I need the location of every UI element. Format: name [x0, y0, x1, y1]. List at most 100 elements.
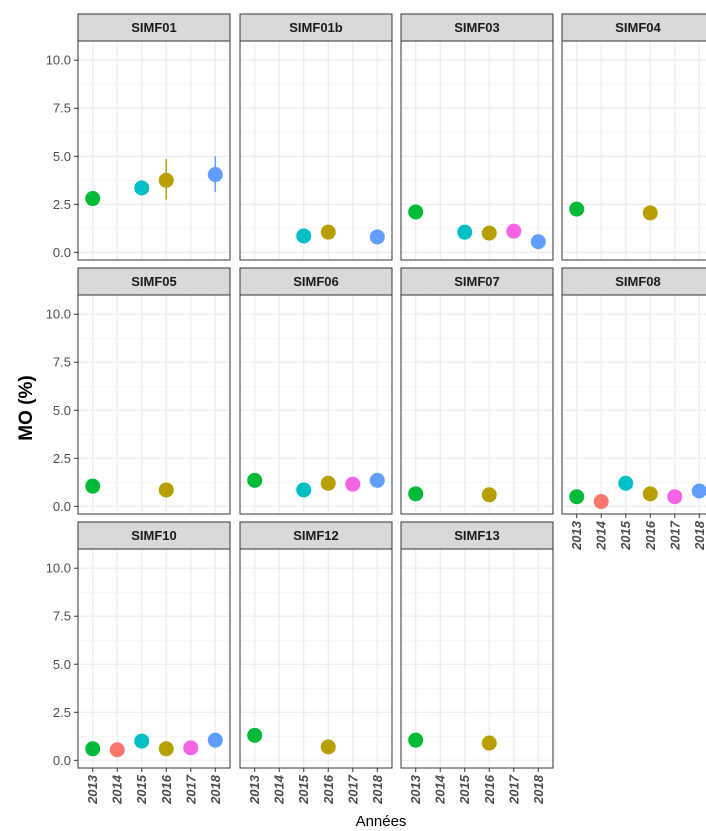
data-point-2016 — [158, 172, 174, 188]
data-point-2016 — [481, 735, 497, 751]
data-point-2017 — [506, 223, 522, 239]
panel-strip-label: SIMF03 — [454, 20, 500, 35]
panel-background — [240, 549, 392, 768]
y-axes-layer: 0.0 2.5 5.0 7.5 10.0 0.0 2.5 5.0 7.5 10.0 0.0 2.5 5.… — [46, 53, 78, 768]
panel-simf06: SIMF06 — [239, 267, 393, 515]
data-point-2014 — [109, 742, 125, 758]
data-point-2016 — [320, 739, 336, 755]
y-tick-label: 2.5 — [53, 451, 71, 466]
data-point-2015 — [457, 224, 473, 240]
panel-simf13: SIMF13 — [400, 521, 554, 769]
x-tick-label: 2016 — [321, 774, 336, 805]
y-tick-label: 2.5 — [53, 705, 71, 720]
x-tick-label: 2014 — [272, 774, 287, 805]
x-tick-label: 2013 — [247, 774, 262, 805]
data-point-2018 — [691, 483, 706, 499]
y-tick-label: 0.0 — [53, 753, 71, 768]
panel-background — [562, 41, 706, 260]
panel-simf03: SIMF03 — [400, 13, 554, 261]
panel-border — [239, 40, 393, 261]
panel-border — [400, 40, 554, 261]
data-point-2017 — [345, 476, 361, 492]
panel-strip-label: SIMF08 — [615, 274, 661, 289]
y-tick-label: 10.0 — [46, 561, 71, 576]
data-point-2016 — [481, 225, 497, 241]
data-point-2014 — [593, 494, 609, 510]
panel-strip-label: SIMF06 — [293, 274, 339, 289]
data-point-2013 — [569, 201, 585, 217]
panel-strip — [77, 267, 231, 296]
panels-layer: SIMF01 SIMF01b SIMF03 SIMF04 SIMF05 SIMF06 SIM… — [77, 13, 706, 769]
y-tick-label: 10.0 — [46, 307, 71, 322]
panel-simf12: SIMF12 — [239, 521, 393, 769]
y-tick-label: 0.0 — [53, 499, 71, 514]
panel-simf01: SIMF01 — [77, 13, 231, 261]
panel-strip — [239, 521, 393, 550]
data-point-2016 — [481, 487, 497, 503]
panel-border — [239, 548, 393, 769]
data-point-2016 — [642, 486, 658, 502]
panel-border — [77, 40, 231, 261]
x-tick-label: 2014 — [110, 774, 125, 805]
y-tick-label: 5.0 — [53, 657, 71, 672]
panel-background — [78, 549, 230, 768]
x-tick-label: 2018 — [208, 774, 223, 805]
panel-strip-label: SIMF12 — [293, 528, 339, 543]
panel-background — [78, 41, 230, 260]
x-tick-label: 2015 — [296, 774, 311, 805]
y-tick-label: 5.0 — [53, 403, 71, 418]
panel-strip — [77, 13, 231, 42]
data-point-2015 — [618, 475, 634, 491]
x-axes-layer: 2013 2014 2015 2016 2017 2018 2013 2014 2015 2016… — [85, 514, 706, 805]
x-tick-label: 2017 — [667, 520, 682, 551]
data-point-2013 — [569, 489, 585, 505]
panel-strip-label: SIMF04 — [615, 20, 661, 35]
panel-simf04: SIMF04 — [561, 13, 706, 261]
data-point-2015 — [296, 482, 312, 498]
panel-border — [561, 294, 706, 515]
panel-strip-label: SIMF07 — [454, 274, 500, 289]
x-tick-label: 2016 — [159, 774, 174, 805]
y-tick-label: 5.0 — [53, 149, 71, 164]
data-point-2016 — [320, 224, 336, 240]
data-point-2013 — [408, 732, 424, 748]
panel-strip-label: SIMF05 — [131, 274, 177, 289]
data-point-2013 — [85, 191, 101, 207]
data-point-2013 — [408, 486, 424, 502]
data-point-2017 — [667, 489, 683, 505]
data-point-2016 — [158, 741, 174, 757]
panel-border — [77, 548, 231, 769]
panel-strip — [561, 267, 706, 296]
panel-strip — [400, 267, 554, 296]
panel-border — [77, 294, 231, 515]
panel-strip — [400, 13, 554, 42]
y-tick-label: 2.5 — [53, 197, 71, 212]
x-tick-label: 2015 — [618, 520, 633, 551]
data-point-2018 — [207, 732, 223, 748]
panel-border — [400, 294, 554, 515]
x-tick-label: 2016 — [643, 520, 658, 551]
y-tick-label: 7.5 — [53, 355, 71, 370]
panel-simf10: SIMF10 — [77, 521, 231, 769]
x-tick-label: 2013 — [408, 774, 423, 805]
data-point-2018 — [369, 472, 385, 488]
panel-strip — [77, 521, 231, 550]
data-point-2017 — [183, 740, 199, 756]
x-tick-label: 2013 — [569, 520, 584, 551]
panel-strip — [239, 13, 393, 42]
x-tick-label: 2017 — [345, 774, 360, 805]
panel-background — [240, 41, 392, 260]
x-axis-title: Années — [356, 813, 407, 830]
x-tick-label: 2018 — [692, 520, 706, 551]
x-tick-label: 2018 — [531, 774, 546, 805]
panel-simf01b: SIMF01b — [239, 13, 393, 261]
y-tick-label: 7.5 — [53, 101, 71, 116]
panel-border — [239, 294, 393, 515]
x-tick-label: 2015 — [134, 774, 149, 805]
y-tick-label: 0.0 — [53, 245, 71, 260]
data-point-2016 — [158, 482, 174, 498]
x-tick-label: 2017 — [506, 774, 521, 805]
panel-border — [561, 40, 706, 261]
data-point-2013 — [408, 204, 424, 220]
panel-simf08: SIMF08 — [561, 267, 706, 515]
